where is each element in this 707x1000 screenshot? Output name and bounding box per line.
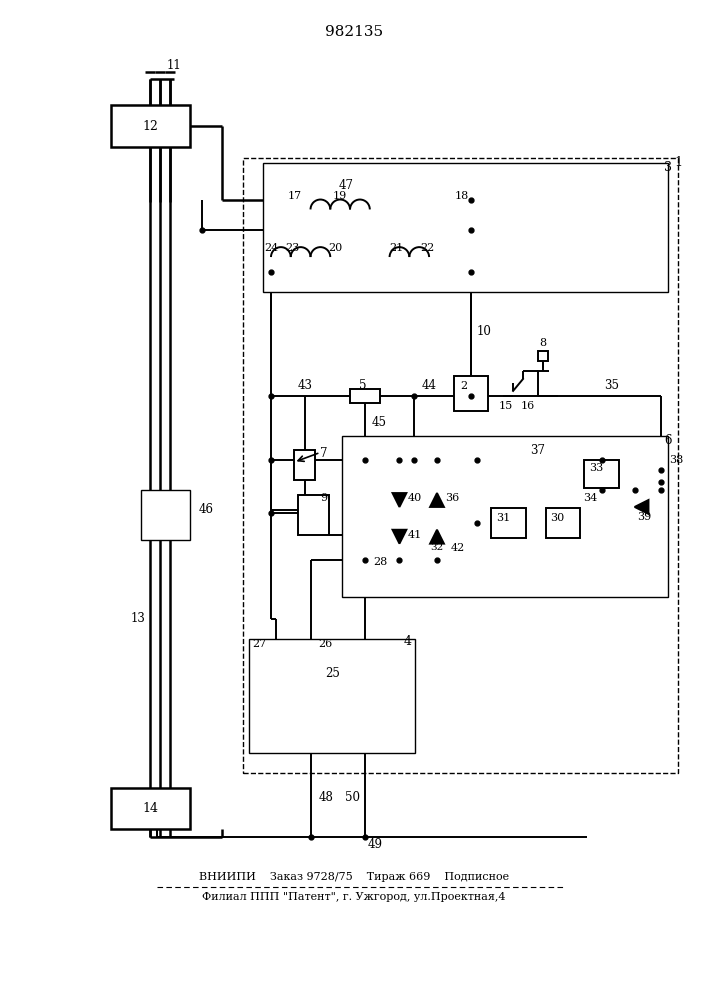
Text: 24: 24	[264, 243, 278, 253]
Polygon shape	[430, 493, 444, 507]
Polygon shape	[635, 500, 648, 514]
Text: 34: 34	[583, 493, 597, 503]
Text: 41: 41	[407, 530, 421, 540]
Text: 44: 44	[421, 379, 437, 392]
Text: 18: 18	[455, 191, 469, 201]
Text: 3: 3	[665, 161, 672, 174]
Text: 22: 22	[420, 243, 434, 253]
Text: 25: 25	[325, 667, 339, 680]
Text: 45: 45	[372, 416, 387, 429]
Bar	[298, 495, 329, 535]
Text: 26: 26	[318, 639, 333, 649]
Bar	[263, 163, 668, 292]
Text: 37: 37	[530, 444, 545, 457]
Bar	[546, 508, 580, 538]
Text: 46: 46	[199, 503, 214, 516]
Text: 7: 7	[320, 447, 328, 460]
Text: 20: 20	[328, 243, 342, 253]
Bar	[243, 158, 678, 773]
Bar	[454, 376, 489, 411]
Bar	[491, 508, 526, 538]
Text: 9: 9	[320, 493, 327, 503]
Bar	[141, 490, 190, 540]
Text: 11: 11	[167, 59, 182, 72]
Text: 42: 42	[451, 543, 465, 553]
Bar	[111, 788, 190, 829]
Text: 23: 23	[286, 243, 300, 253]
Text: 31: 31	[496, 513, 510, 523]
Text: 982135: 982135	[325, 25, 383, 39]
Text: 8: 8	[539, 338, 547, 348]
Text: 15: 15	[499, 401, 513, 411]
Text: 21: 21	[390, 243, 404, 253]
Text: ВНИИПИ    Заказ 9728/75    Тираж 669    Подписное: ВНИИПИ Заказ 9728/75 Тираж 669 Подписное	[199, 872, 509, 882]
Text: 48: 48	[318, 791, 333, 804]
Text: 49: 49	[367, 838, 382, 851]
Bar	[350, 389, 380, 403]
Polygon shape	[430, 530, 444, 544]
Bar	[250, 639, 415, 753]
Text: 38: 38	[670, 455, 684, 465]
Text: Филиал ППП "Патент", г. Ужгород, ул.Проектная,4: Филиал ППП "Патент", г. Ужгород, ул.Прое…	[202, 892, 506, 902]
Text: 40: 40	[407, 493, 421, 503]
Text: 39: 39	[638, 512, 652, 522]
Text: 17: 17	[288, 191, 302, 201]
Bar	[111, 105, 190, 147]
Text: 14: 14	[142, 802, 158, 815]
Text: 35: 35	[604, 379, 619, 392]
Text: 33: 33	[589, 463, 603, 473]
Text: 28: 28	[373, 557, 387, 567]
Bar	[342, 436, 668, 597]
Bar	[584, 460, 619, 488]
Text: 10: 10	[477, 325, 491, 338]
Text: 12: 12	[143, 120, 158, 133]
Bar	[538, 351, 548, 361]
Bar	[293, 450, 315, 480]
Text: 5: 5	[359, 379, 367, 392]
Text: 43: 43	[298, 379, 313, 392]
Text: 47: 47	[339, 179, 354, 192]
Text: 1: 1	[674, 156, 682, 169]
Text: 36: 36	[445, 493, 459, 503]
Polygon shape	[392, 493, 407, 507]
Text: 19: 19	[333, 191, 347, 201]
Text: 30: 30	[551, 513, 565, 523]
Text: 16: 16	[521, 401, 535, 411]
Text: 6: 6	[665, 434, 672, 447]
Polygon shape	[392, 530, 407, 544]
Text: 50: 50	[345, 791, 360, 804]
Text: 4: 4	[403, 635, 411, 648]
Text: 2: 2	[460, 381, 467, 391]
Text: 27: 27	[252, 639, 266, 649]
Text: 32: 32	[431, 543, 444, 552]
Text: 13: 13	[130, 612, 145, 626]
